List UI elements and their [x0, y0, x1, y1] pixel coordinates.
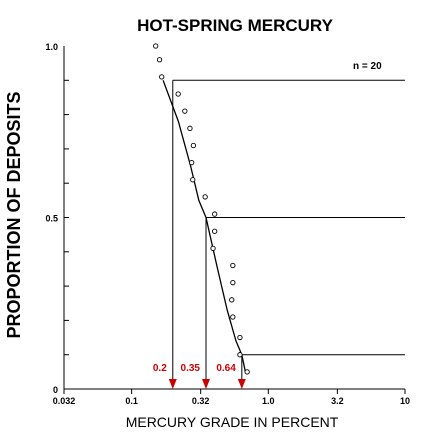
y-axis-label: PROPORTION OF DEPOSITS	[4, 91, 24, 338]
data-point	[175, 91, 181, 97]
percentile-label: 0.2	[153, 363, 167, 374]
down-arrow-icon	[168, 379, 177, 389]
data-point	[230, 314, 236, 320]
y-tick-label: 0.5	[45, 214, 58, 224]
data-point	[190, 142, 197, 149]
data-point	[156, 57, 163, 63]
data-point	[153, 43, 159, 49]
x-tick-label: 0.32	[192, 396, 210, 406]
data-point	[230, 280, 236, 286]
x-tick-label: 0.032	[53, 396, 76, 406]
chart-title: HOT-SPRING MERCURY	[137, 16, 333, 35]
y-tick-label: 0	[53, 385, 58, 395]
data-point	[229, 297, 235, 303]
data-point	[190, 177, 196, 183]
data-point	[187, 125, 193, 131]
data-point	[212, 211, 218, 217]
x-tick-label: 3.2	[331, 396, 344, 406]
data-point	[212, 228, 218, 234]
fitted-curve	[162, 80, 247, 373]
data-point	[210, 245, 216, 252]
data-point	[202, 194, 208, 200]
x-tick-label: 10	[400, 396, 410, 406]
down-arrow-icon	[237, 379, 246, 389]
x-tick-label: 1.0	[262, 396, 275, 406]
percentile-label: 0.64	[216, 363, 236, 374]
data-point	[159, 74, 165, 80]
data-point	[189, 159, 195, 166]
x-axis-label: MERCURY GRADE IN PERCENT	[126, 414, 339, 430]
data-point	[182, 108, 188, 114]
y-tick-label: 1.0	[45, 42, 58, 52]
data-point	[237, 334, 243, 341]
data-point	[230, 262, 236, 269]
plot-area: 0 0.5 1.0 0.032 0.1 0.32 1.0 3.2 10 0.2 0.35 0.64	[45, 42, 410, 406]
down-arrow-icon	[202, 379, 211, 389]
sample-size-annotation: n = 20	[353, 61, 382, 72]
data-point	[237, 352, 243, 358]
x-tick-label: 0.1	[125, 396, 138, 406]
percentile-label: 0.35	[181, 363, 201, 374]
data-point	[244, 369, 250, 375]
